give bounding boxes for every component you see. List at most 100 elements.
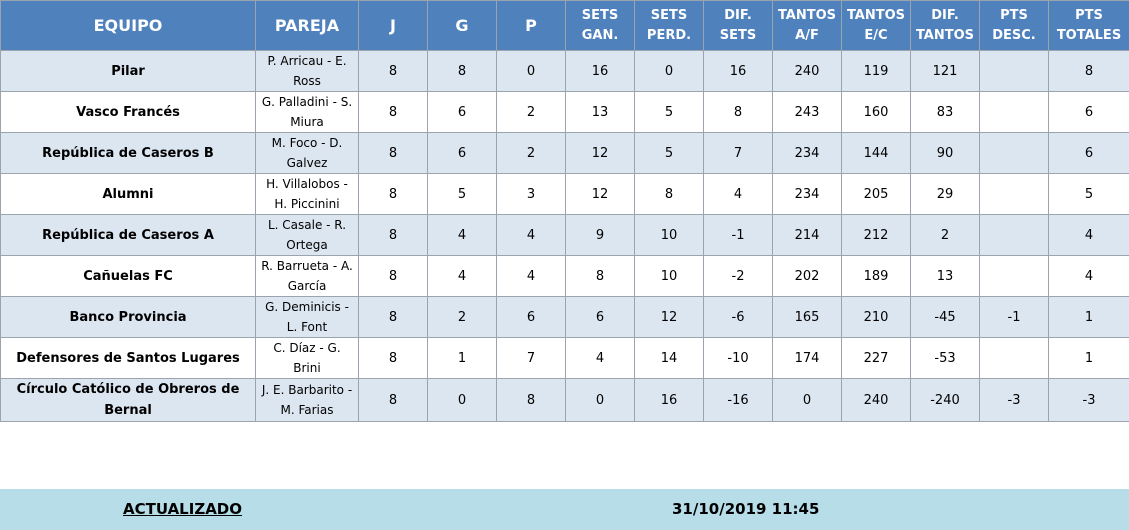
team-cell: Cañuelas FC (0, 255, 256, 297)
total-points-cell: 8 (1048, 50, 1129, 92)
total-points-cell: 1 (1048, 296, 1129, 338)
update-footer: ACTUALIZADO 31/10/2019 11:45 (0, 489, 1129, 530)
table-row: Banco Provincia G. Deminicis - L. Font 8 2 6… (0, 296, 1129, 338)
points-against-cell: 160 (841, 91, 911, 133)
points-for-cell: 234 (772, 173, 842, 215)
sets-lost-cell: 10 (634, 214, 704, 256)
table-header: EQUIPO PAREJA J G P SETS GAN. SETS PERD. DIF. SET… (0, 0, 1129, 51)
pair-cell: P. Arricau - E. Ross (255, 50, 359, 92)
lost-cell: 4 (496, 255, 566, 297)
total-points-cell: 6 (1048, 132, 1129, 174)
sets-lost-cell: 5 (634, 91, 704, 133)
total-points-cell: -3 (1048, 378, 1129, 422)
points-deducted-cell (979, 337, 1049, 379)
lost-cell: 7 (496, 337, 566, 379)
header-row: EQUIPO PAREJA J G P SETS GAN. SETS PERD. DIF. SET… (0, 0, 1129, 51)
lost-cell: 4 (496, 214, 566, 256)
points-for-cell: 214 (772, 214, 842, 256)
won-cell: 2 (427, 296, 497, 338)
column-header: PTS TOTALES (1048, 0, 1129, 51)
total-points-cell: 5 (1048, 173, 1129, 215)
lost-cell: 2 (496, 91, 566, 133)
lost-cell: 3 (496, 173, 566, 215)
won-cell: 1 (427, 337, 497, 379)
points-diff-cell: 121 (910, 50, 980, 92)
points-diff-cell: -45 (910, 296, 980, 338)
sets-won-cell: 6 (565, 296, 635, 338)
team-cell: República de Caseros B (0, 132, 256, 174)
updated-date: 31/10/2019 11:45 (672, 500, 820, 518)
points-deducted-cell (979, 173, 1049, 215)
column-header: TANTOS E/C (841, 0, 911, 51)
team-cell: Círculo Católico de Obreros de Bernal (0, 378, 256, 422)
points-diff-cell: 13 (910, 255, 980, 297)
sets-lost-cell: 5 (634, 132, 704, 174)
points-for-cell: 234 (772, 132, 842, 174)
points-for-cell: 174 (772, 337, 842, 379)
sets-diff-cell: -10 (703, 337, 773, 379)
sets-won-cell: 0 (565, 378, 635, 422)
team-cell: Banco Provincia (0, 296, 256, 338)
won-cell: 6 (427, 91, 497, 133)
played-cell: 8 (358, 50, 428, 92)
points-against-cell: 227 (841, 337, 911, 379)
sets-lost-cell: 0 (634, 50, 704, 92)
team-cell: Defensores de Santos Lugares (0, 337, 256, 379)
sets-diff-cell: 7 (703, 132, 773, 174)
updated-label: ACTUALIZADO (123, 500, 243, 518)
sets-won-cell: 13 (565, 91, 635, 133)
table-row: Pilar P. Arricau - E. Ross 8 8 0 16 0 16 240 119 1… (0, 50, 1129, 92)
played-cell: 8 (358, 255, 428, 297)
sets-won-cell: 9 (565, 214, 635, 256)
column-header: SETS GAN. (565, 0, 635, 51)
points-against-cell: 240 (841, 378, 911, 422)
points-diff-cell: 2 (910, 214, 980, 256)
sets-won-cell: 12 (565, 173, 635, 215)
sets-diff-cell: -16 (703, 378, 773, 422)
points-diff-cell: 29 (910, 173, 980, 215)
column-header: PAREJA (255, 0, 359, 51)
points-diff-cell: 90 (910, 132, 980, 174)
played-cell: 8 (358, 337, 428, 379)
column-header: PTS DESC. (979, 0, 1049, 51)
total-points-cell: 4 (1048, 214, 1129, 256)
points-against-cell: 205 (841, 173, 911, 215)
sets-won-cell: 12 (565, 132, 635, 174)
total-points-cell: 6 (1048, 91, 1129, 133)
points-diff-cell: -53 (910, 337, 980, 379)
sets-diff-cell: -2 (703, 255, 773, 297)
column-header: P (496, 0, 566, 51)
points-deducted-cell (979, 50, 1049, 92)
points-against-cell: 212 (841, 214, 911, 256)
column-header: G (427, 0, 497, 51)
column-header: DIF. TANTOS (910, 0, 980, 51)
sets-diff-cell: 4 (703, 173, 773, 215)
points-for-cell: 165 (772, 296, 842, 338)
points-for-cell: 0 (772, 378, 842, 422)
table-row: Círculo Católico de Obreros de Bernal J. … (0, 378, 1129, 422)
team-cell: Alumni (0, 173, 256, 215)
pair-cell: M. Foco - D. Galvez (255, 132, 359, 174)
sets-won-cell: 8 (565, 255, 635, 297)
table-body: Pilar P. Arricau - E. Ross 8 8 0 16 0 16 240 119 1… (0, 50, 1129, 422)
sets-diff-cell: -1 (703, 214, 773, 256)
standings-table: EQUIPO PAREJA J G P SETS GAN. SETS PERD. DIF. SET… (0, 0, 1129, 422)
team-cell: Pilar (0, 50, 256, 92)
pair-cell: L. Casale - R. Ortega (255, 214, 359, 256)
points-against-cell: 210 (841, 296, 911, 338)
sets-diff-cell: 16 (703, 50, 773, 92)
points-against-cell: 189 (841, 255, 911, 297)
points-deducted-cell (979, 91, 1049, 133)
played-cell: 8 (358, 296, 428, 338)
pair-cell: C. Díaz - G. Brini (255, 337, 359, 379)
points-deducted-cell (979, 132, 1049, 174)
sets-lost-cell: 12 (634, 296, 704, 338)
lost-cell: 0 (496, 50, 566, 92)
total-points-cell: 4 (1048, 255, 1129, 297)
column-header: EQUIPO (0, 0, 256, 51)
team-cell: República de Caseros A (0, 214, 256, 256)
points-deducted-cell: -3 (979, 378, 1049, 422)
table-row: República de Caseros B M. Foco - D. Galve… (0, 132, 1129, 174)
pair-cell: G. Deminicis - L. Font (255, 296, 359, 338)
won-cell: 8 (427, 50, 497, 92)
